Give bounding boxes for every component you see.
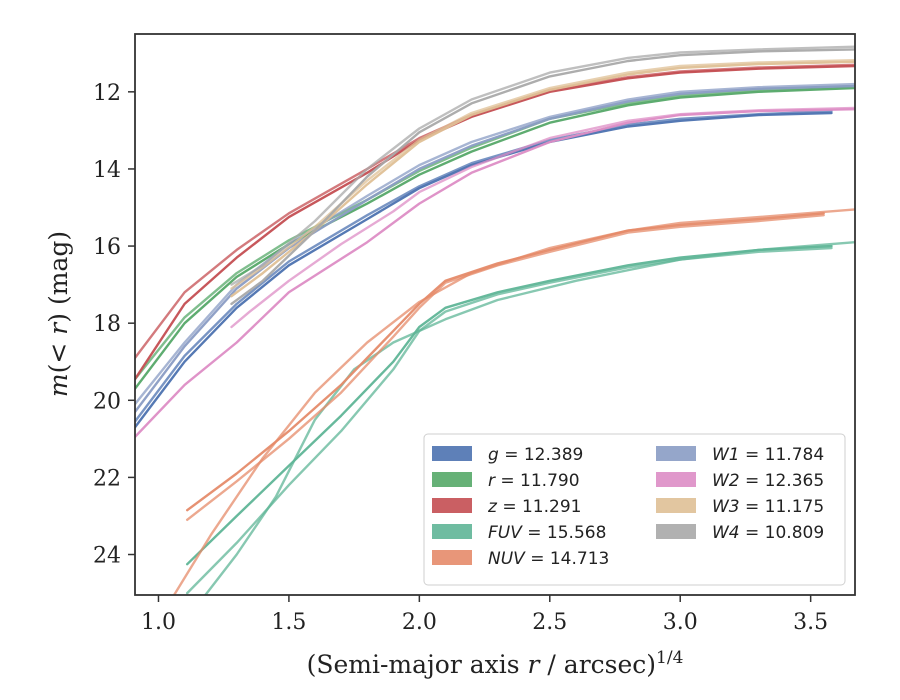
legend-swatch xyxy=(656,498,696,513)
legend-label: r = 11.790 xyxy=(488,471,580,491)
y-tick-label: 24 xyxy=(93,544,121,569)
plot-frame xyxy=(134,33,856,596)
series-line-0-1 xyxy=(135,109,833,423)
legend-label: W3 = 11.175 xyxy=(712,497,824,517)
series-line-3-2 xyxy=(204,241,855,595)
y-tick-label: 22 xyxy=(93,466,121,491)
y-axis-label: m(< r) (mag) xyxy=(44,231,73,397)
series-line-7-0 xyxy=(230,60,855,298)
legend-swatch xyxy=(656,446,696,461)
series-line-7-1 xyxy=(230,59,855,290)
series-line-5-1 xyxy=(135,82,855,406)
legend-swatch xyxy=(656,472,696,487)
x-tick-label: 1.5 xyxy=(271,610,306,635)
legend-label: W4 = 10.809 xyxy=(712,523,824,543)
legend-label: W1 = 11.784 xyxy=(712,445,824,465)
series-line-4-1 xyxy=(186,214,825,521)
legend-label: FUV = 15.568 xyxy=(488,523,606,543)
legend: g = 12.389 r = 11.790 z = 11.291 FUV = 15.5… xyxy=(423,433,846,586)
legend-swatch xyxy=(656,524,696,539)
legend-swatch xyxy=(432,524,472,539)
legend-swatch xyxy=(432,498,472,513)
series-line-4-0 xyxy=(186,212,825,512)
y-tick-label: 12 xyxy=(93,81,121,106)
legend-label: NUV = 14.713 xyxy=(488,549,609,569)
series-line-5-0 xyxy=(135,84,855,414)
x-tick-label: 3.5 xyxy=(793,610,828,635)
legend-swatch xyxy=(432,550,472,565)
x-tick-label: 3.0 xyxy=(663,610,698,635)
legend-label: W2 = 12.365 xyxy=(712,471,824,491)
series-line-8-1 xyxy=(230,45,855,286)
y-tick-label: 14 xyxy=(93,158,121,183)
y-tick-label: 16 xyxy=(93,235,121,260)
x-axis-label: (Semi-major axis r / arcsec)1/4 xyxy=(307,648,684,679)
legend-label: z = 11.291 xyxy=(487,497,581,517)
y-tick-label: 18 xyxy=(93,312,121,337)
legend-box xyxy=(423,433,846,586)
x-tick-label: 2.5 xyxy=(532,610,567,635)
series-line-1-1 xyxy=(135,84,855,381)
series-line-6-1 xyxy=(230,106,855,329)
legend-swatch xyxy=(432,472,472,487)
series-line-3-0 xyxy=(186,244,833,566)
series-layer xyxy=(135,45,855,595)
series-line-8-0 xyxy=(230,48,855,306)
series-line-4-2 xyxy=(172,208,855,595)
legend-label: g = 12.389 xyxy=(488,445,583,465)
series-line-0-0 xyxy=(135,111,833,429)
ticks-layer: 1.0 1.5 2.0 2.5 3.0 3.5 12 14 16 18 20 22 24 xyxy=(93,81,828,635)
legend-swatch xyxy=(432,446,472,461)
x-tick-label: 2.0 xyxy=(402,610,437,635)
series-line-1-0 xyxy=(135,86,855,390)
y-tick-label: 20 xyxy=(93,389,121,414)
x-tick-label: 1.0 xyxy=(141,610,176,635)
